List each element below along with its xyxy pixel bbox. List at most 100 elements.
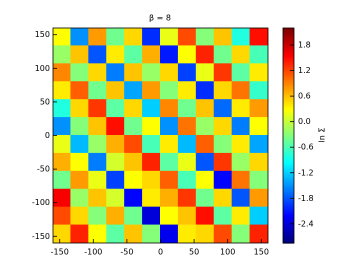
- colorbar-swatch: [283, 60, 294, 63]
- heatmap-cell: [195, 206, 215, 226]
- x-tick-label: 0: [158, 248, 163, 257]
- heatmap-cell: [249, 99, 268, 119]
- heatmap-cell: [70, 99, 90, 119]
- heatmap-cell: [177, 188, 197, 208]
- colorbar-swatch: [283, 133, 294, 137]
- colorbar-swatch: [283, 34, 294, 38]
- heatmap-cell: [160, 224, 179, 243]
- heatmap-cell: [231, 188, 251, 208]
- heatmap-cell: [53, 99, 72, 119]
- heatmap-cell: [160, 135, 179, 154]
- heatmap-cell: [160, 206, 179, 226]
- colorbar-swatch: [283, 55, 294, 59]
- heatmap-cell: [53, 188, 72, 208]
- colorbar-swatch: [283, 150, 294, 154]
- heatmap-cell: [70, 117, 90, 136]
- heatmap-cell: [124, 28, 144, 47]
- colorbar-swatch: [283, 86, 294, 89]
- heatmap-cell: [142, 152, 161, 172]
- heatmap-cell: [53, 45, 72, 65]
- heatmap-cell: [213, 152, 233, 172]
- colorbar-swatch: [283, 45, 294, 48]
- heatmap-cell: [195, 81, 215, 101]
- heatmap-cell: [142, 170, 161, 190]
- colorbar-swatch: [283, 236, 294, 240]
- heatmap-cell: [124, 152, 144, 172]
- heatmap-cell: [177, 63, 197, 83]
- heatmap-cell: [160, 28, 179, 47]
- colorbar-swatch: [283, 38, 294, 42]
- heatmap-cell: [124, 99, 144, 119]
- colorbar-swatch: [283, 83, 294, 87]
- heatmap-cell: [88, 81, 108, 101]
- heatmap-cell: [177, 99, 197, 119]
- colorbar-swatch: [283, 167, 294, 171]
- x-tick-label: 150: [254, 248, 269, 257]
- colorbar-swatch: [283, 219, 294, 223]
- heatmap-cell: [70, 170, 90, 190]
- heatmap-cell: [70, 188, 90, 208]
- colorbar-tick-label: 0.6: [298, 92, 311, 101]
- heatmap-cell: [177, 135, 197, 154]
- heatmap-cell: [231, 81, 251, 101]
- colorbar-swatch: [283, 28, 294, 31]
- colorbar-swatch: [283, 62, 294, 66]
- colorbar-swatch: [283, 225, 294, 229]
- heatmap-cell: [249, 206, 268, 226]
- colorbar-swatch: [283, 124, 294, 128]
- colorbar-swatch: [283, 230, 294, 233]
- heatmap-cell: [142, 81, 161, 101]
- colorbar-frame: [282, 27, 295, 244]
- heatmap-cell: [106, 152, 126, 172]
- colorbar-tick-label: -1.2: [298, 168, 314, 177]
- heatmap-cell: [160, 152, 179, 172]
- heatmap-cell: [88, 99, 108, 119]
- colorbar-swatch: [283, 184, 294, 188]
- heatmap-cell: [160, 170, 179, 190]
- colorbar-swatch: [283, 182, 294, 186]
- colorbar-swatch: [283, 73, 294, 76]
- colorbar-swatch: [283, 92, 294, 96]
- colorbar-swatch: [283, 129, 294, 132]
- colorbar-swatch: [283, 221, 294, 225]
- heatmap-cell: [106, 224, 126, 243]
- colorbar-swatch: [283, 152, 294, 156]
- colorbar-swatch: [283, 193, 294, 197]
- heatmap-cell: [213, 28, 233, 47]
- heatmap-cell: [142, 99, 161, 119]
- y-tick-label: -50: [37, 165, 50, 174]
- colorbar-tick-label: -2.4: [298, 219, 314, 228]
- colorbar-swatch: [283, 71, 294, 74]
- y-tick-label: -150: [32, 232, 50, 241]
- colorbar-swatch: [283, 157, 294, 160]
- colorbar-swatch: [283, 195, 294, 199]
- colorbar-swatch: [283, 187, 294, 190]
- heatmap-cell: [88, 28, 108, 47]
- heatmap-cell: [106, 188, 126, 208]
- heatmap-cell: [124, 224, 144, 243]
- colorbar-swatch: [283, 111, 294, 115]
- heatmap-cell: [124, 81, 144, 101]
- colorbar-swatch: [283, 146, 294, 149]
- colorbar-swatch: [283, 161, 294, 165]
- heatmap-cell: [88, 45, 108, 65]
- colorbar-tick-label: 1.2: [298, 66, 311, 75]
- heatmap-cell: [142, 206, 161, 226]
- y-tick-label: 150: [35, 30, 50, 39]
- colorbar-swatch: [283, 94, 294, 98]
- heatmap-cell: [249, 28, 268, 47]
- heatmap-cell: [213, 224, 233, 243]
- heatmap-cell: [106, 63, 126, 83]
- heatmap-cell: [231, 99, 251, 119]
- heatmap-cell: [195, 63, 215, 83]
- heatmap-cell: [195, 188, 215, 208]
- heatmap-cell: [70, 152, 90, 172]
- heatmap-cell: [160, 99, 179, 119]
- colorbar: [283, 28, 294, 244]
- heatmap-cell: [160, 63, 179, 83]
- heatmap-cell: [231, 28, 251, 47]
- heatmap-cell: [231, 224, 251, 243]
- heatmap-cell: [213, 99, 233, 119]
- heatmap-cell: [53, 117, 72, 136]
- colorbar-swatch: [283, 75, 294, 79]
